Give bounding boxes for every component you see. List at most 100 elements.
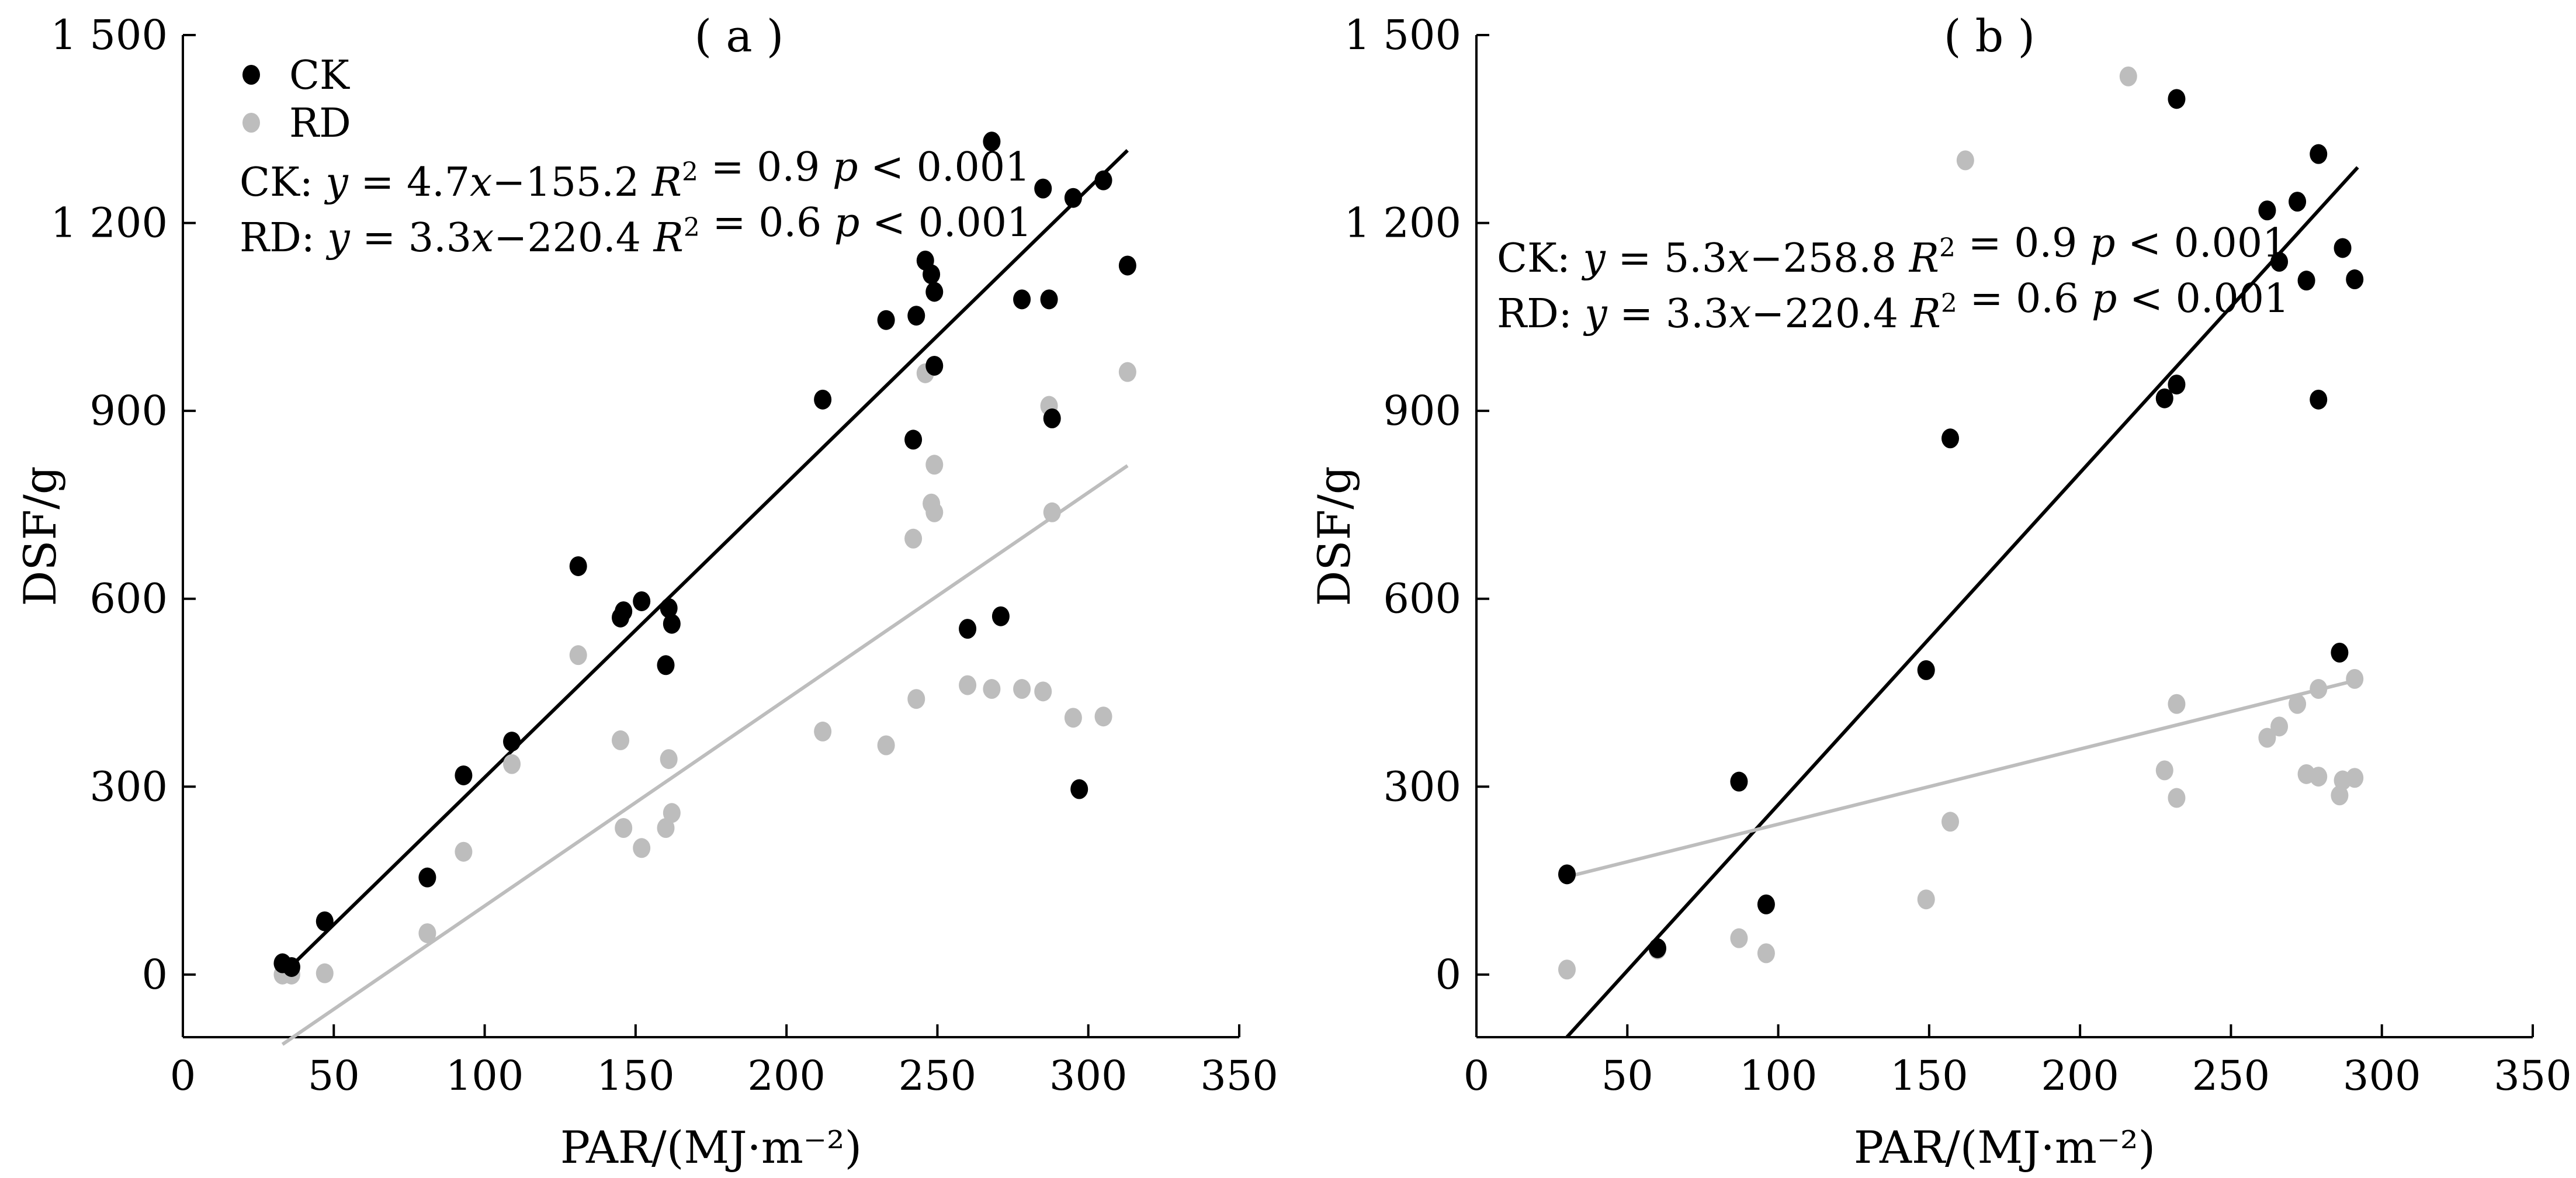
point-ck bbox=[657, 655, 675, 675]
equation-part: 2 bbox=[684, 213, 700, 242]
point-rd bbox=[1941, 812, 1960, 832]
legend-label-rd: RD bbox=[289, 101, 351, 147]
equation-part: CK: bbox=[1497, 235, 1583, 282]
point-rd bbox=[503, 754, 521, 774]
equation-part: = 3.3 bbox=[350, 215, 471, 261]
point-ck bbox=[1094, 170, 1112, 190]
x-tick-label: 250 bbox=[2192, 1052, 2270, 1100]
point-ck bbox=[2258, 200, 2276, 221]
point-rd bbox=[612, 730, 630, 750]
equation-part: x bbox=[471, 215, 494, 261]
point-rd bbox=[2289, 694, 2307, 714]
point-ck bbox=[503, 732, 521, 752]
point-rd bbox=[663, 803, 681, 823]
equation-part: p bbox=[2092, 276, 2117, 322]
point-ck bbox=[907, 306, 925, 326]
point-rd bbox=[814, 721, 832, 742]
equation-part: y bbox=[324, 160, 349, 206]
point-ck bbox=[1941, 428, 1960, 449]
point-ck bbox=[1118, 255, 1136, 276]
equation-part: x bbox=[1727, 235, 1749, 282]
x-tick-label: 100 bbox=[1739, 1052, 1818, 1100]
point-ck bbox=[1757, 894, 1775, 914]
point-rd bbox=[569, 645, 587, 666]
point-rd bbox=[2346, 668, 2364, 689]
equation-part: −220.4 bbox=[494, 215, 653, 261]
equation-part: x bbox=[470, 160, 492, 206]
x-tick-label: 300 bbox=[2343, 1052, 2421, 1100]
point-rd bbox=[660, 749, 678, 770]
y-tick-label: 1 500 bbox=[51, 11, 168, 59]
panel-label: ( b ) bbox=[1944, 10, 2035, 62]
x-tick-label: 300 bbox=[1049, 1052, 1128, 1100]
panel-b: 0 300 600 900 1 200 1 500 0 50 100 150 200 250 300 35… bbox=[1308, 10, 2572, 1173]
point-ck bbox=[2310, 389, 2328, 410]
point-ck bbox=[2289, 192, 2307, 212]
y-axis-title: DSF/g bbox=[14, 466, 66, 607]
equation-part: < 0.001 bbox=[2117, 276, 2289, 322]
x-tick-label: 0 bbox=[1464, 1052, 1490, 1100]
point-rd bbox=[657, 817, 675, 838]
point-rd bbox=[1730, 928, 1748, 948]
x-tick-label: 150 bbox=[1890, 1052, 1968, 1100]
legend-marker-ck bbox=[242, 65, 260, 85]
y-tick-label: 1 200 bbox=[1344, 199, 1461, 247]
point-ck bbox=[418, 867, 436, 888]
point-rd bbox=[2310, 679, 2328, 699]
point-rd bbox=[959, 675, 977, 695]
y-tick-label: 900 bbox=[89, 387, 168, 435]
point-ck bbox=[923, 264, 941, 285]
x-tick-label: 350 bbox=[1200, 1052, 1278, 1100]
equation-part: CK: bbox=[240, 160, 325, 206]
point-rd bbox=[2168, 694, 2186, 714]
point-ck bbox=[959, 619, 977, 639]
x-axis-title: PAR/(MJ·m⁻²) bbox=[1854, 1121, 2155, 1173]
point-rd bbox=[2331, 785, 2349, 806]
point-rd bbox=[1917, 889, 1935, 910]
y-tick-label: 0 bbox=[141, 951, 168, 999]
y-tick-label: 300 bbox=[1383, 763, 1461, 810]
point-rd bbox=[907, 689, 925, 709]
equation-rd: RD: y = 3.3x−220.4 R2 = 0.6 p < 0.001 bbox=[240, 200, 1032, 261]
y-tick-label: 0 bbox=[1435, 951, 1461, 999]
point-rd bbox=[2258, 727, 2276, 748]
point-ck bbox=[1034, 178, 1052, 199]
point-rd bbox=[1956, 150, 1974, 171]
equation-part: R bbox=[653, 215, 684, 261]
point-ck bbox=[2346, 269, 2364, 290]
point-rd bbox=[925, 502, 944, 522]
point-ck bbox=[904, 429, 923, 450]
point-ck bbox=[2331, 642, 2349, 663]
y-tick-label: 1 500 bbox=[1344, 11, 1461, 59]
x-tick-label: 250 bbox=[899, 1052, 977, 1100]
point-ck bbox=[2297, 271, 2315, 291]
point-rd bbox=[983, 679, 1001, 699]
point-ck bbox=[2168, 375, 2186, 395]
point-rd bbox=[1757, 943, 1775, 964]
point-rd bbox=[904, 528, 923, 549]
equation-part: < 0.001 bbox=[859, 200, 1032, 246]
point-ck bbox=[814, 389, 832, 410]
x-tick-label: 0 bbox=[170, 1052, 196, 1100]
point-rd bbox=[1034, 681, 1052, 702]
fit-line-rd bbox=[1566, 678, 2359, 879]
x-tick-label: 50 bbox=[1601, 1052, 1653, 1100]
equation-part: 2 bbox=[1941, 289, 1957, 318]
equation-rd: RD: y = 3.3x−220.4 R2 = 0.6 p < 0.001 bbox=[1497, 276, 2289, 337]
equation-part: x bbox=[1729, 291, 1751, 337]
equation-part: y bbox=[1583, 291, 1608, 337]
equation-part: R bbox=[1908, 235, 1939, 282]
y-tick-label: 600 bbox=[89, 575, 168, 623]
point-ck bbox=[1558, 864, 1576, 885]
point-rd bbox=[2155, 760, 2173, 781]
point-rd bbox=[2346, 768, 2364, 788]
point-rd bbox=[633, 838, 651, 858]
point-rd bbox=[316, 963, 334, 983]
y-tick-label: 600 bbox=[1383, 575, 1461, 623]
point-ck bbox=[2334, 238, 2352, 258]
point-ck bbox=[983, 131, 1001, 152]
point-rd bbox=[455, 841, 473, 862]
point-ck bbox=[633, 591, 651, 611]
point-ck bbox=[282, 957, 300, 977]
